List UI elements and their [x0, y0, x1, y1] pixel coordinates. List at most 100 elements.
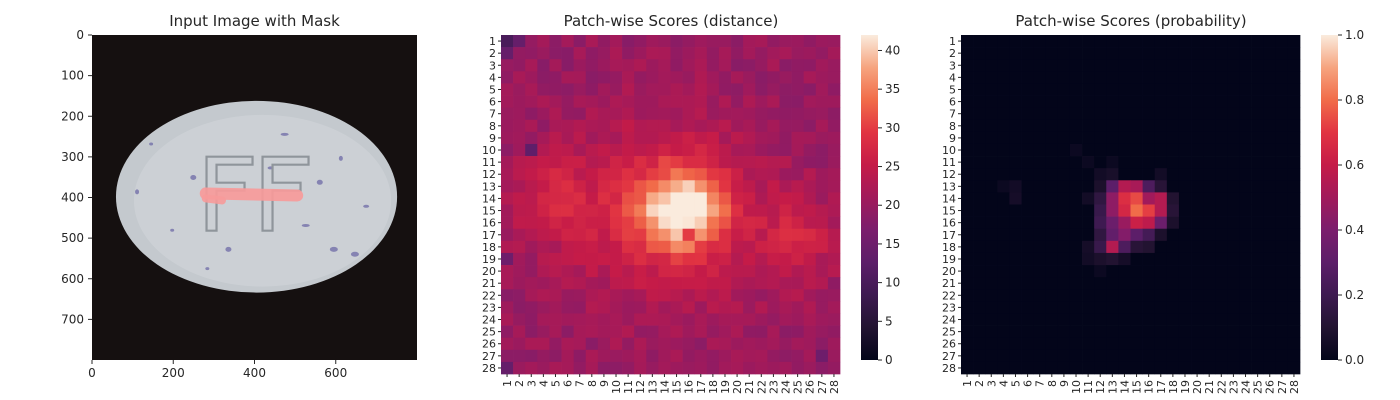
probability-cell: [1082, 156, 1095, 169]
distance-cell: [561, 216, 574, 230]
distance-cell: [501, 71, 514, 84]
distance-cell: [767, 252, 780, 266]
probability-cell: [1069, 180, 1083, 193]
probability-cell: [1106, 95, 1119, 108]
probability-cell: [1130, 59, 1143, 72]
probability-cell: [1251, 240, 1265, 254]
distance-cell: [658, 228, 671, 242]
probability-cell: [961, 349, 974, 363]
y-tick-label: 9: [949, 132, 956, 145]
chart-title-distance: Patch-wise Scores (distance): [564, 12, 779, 30]
probability-cell: [997, 277, 1010, 290]
probability-cell: [1251, 180, 1265, 193]
probability-cell: [997, 216, 1010, 230]
distance-cell: [755, 95, 768, 108]
distance-cell: [694, 180, 708, 193]
y-tick-label: 1: [489, 35, 496, 48]
distance-cell: [779, 216, 792, 230]
distance-cell: [803, 313, 817, 326]
probability-cell: [973, 71, 986, 84]
probability-cell: [1045, 325, 1059, 339]
distance-cell: [646, 349, 659, 363]
probability-cell: [1203, 47, 1216, 60]
distance-cell: [718, 107, 732, 121]
probability-cell: [1069, 192, 1083, 205]
distance-cell: [706, 265, 720, 278]
y-tick-label: 5: [489, 83, 496, 96]
distance-cell: [658, 35, 671, 48]
distance-cell: [561, 35, 574, 48]
probability-cell: [1166, 277, 1180, 290]
probability-cell: [1191, 240, 1204, 254]
distance-cell: [706, 95, 720, 108]
distance-cell: [718, 361, 732, 375]
probability-cell: [1154, 337, 1168, 351]
probability-cell: [1009, 131, 1022, 145]
distance-cell: [609, 107, 623, 121]
probability-cell: [1263, 252, 1277, 266]
probability-cell: [1178, 313, 1192, 326]
distance-cell: [767, 325, 780, 339]
distance-cell: [634, 313, 647, 326]
probability-cell: [1203, 95, 1216, 108]
probability-cell: [1275, 265, 1289, 278]
probability-cell: [973, 131, 986, 145]
y-tick-label: 21: [942, 277, 956, 290]
distance-cell: [803, 59, 817, 72]
probability-cell: [1142, 325, 1156, 339]
probability-cell: [1239, 156, 1252, 169]
probability-cell: [1057, 95, 1071, 108]
distance-cell: [827, 35, 841, 48]
distance-cell: [706, 156, 720, 169]
probability-cell: [1178, 289, 1192, 302]
distance-cell: [573, 143, 587, 157]
probability-cell: [1263, 107, 1277, 121]
distance-cell: [815, 95, 829, 108]
distance-cell: [827, 143, 841, 157]
probability-cell: [1191, 168, 1204, 181]
distance-heatmap-cells: [501, 35, 841, 375]
distance-cell: [682, 59, 696, 72]
distance-cell: [682, 240, 696, 254]
probability-cell: [1009, 252, 1022, 266]
distance-cell: [513, 228, 526, 242]
tablet-speck: [280, 132, 289, 136]
probability-cell: [1215, 313, 1228, 326]
distance-cell: [549, 325, 562, 339]
y-tick-label: 21: [482, 277, 496, 290]
distance-cell: [501, 180, 514, 193]
distance-cell: [803, 180, 817, 193]
probability-cell: [1227, 59, 1240, 72]
probability-cell: [1009, 59, 1022, 72]
probability-cell: [1239, 107, 1252, 121]
probability-cell: [961, 35, 974, 48]
distance-cell: [561, 83, 574, 96]
y-tick-label: 9: [489, 132, 496, 145]
distance-cell: [791, 119, 805, 133]
colorbar-tick-label: 30: [885, 121, 900, 135]
probability-cell: [1275, 192, 1289, 205]
probability-cell: [1009, 107, 1022, 121]
x-tick-label: 28: [828, 380, 841, 394]
probability-cell: [1082, 83, 1095, 96]
distance-cell: [537, 71, 550, 84]
probability-cell: [1082, 228, 1095, 242]
probability-cell: [1227, 119, 1240, 133]
probability-cell: [997, 204, 1010, 217]
probability-cell: [1045, 83, 1059, 96]
probability-cell: [1203, 35, 1216, 48]
probability-cell: [1215, 143, 1228, 157]
distance-cell: [694, 289, 708, 302]
distance-cell: [622, 168, 635, 181]
distance-cell: [815, 289, 829, 302]
distance-cell: [791, 59, 805, 72]
probability-cell: [1203, 204, 1216, 217]
probability-cell: [1251, 252, 1265, 266]
distance-cell: [694, 228, 708, 242]
y-tick-label: 7: [489, 108, 496, 121]
distance-cell: [718, 252, 732, 266]
distance-cell: [646, 325, 659, 339]
distance-cell: [779, 180, 792, 193]
distance-cell: [622, 349, 635, 363]
